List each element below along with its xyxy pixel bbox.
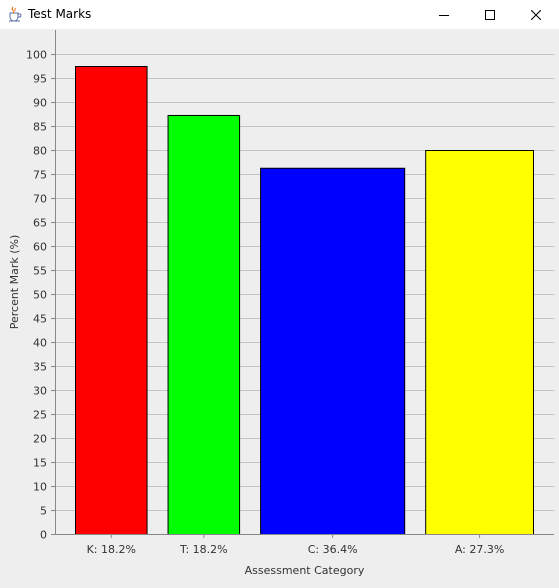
minimize-button[interactable]	[421, 0, 467, 29]
y-tick-label: 55	[33, 265, 47, 278]
axes	[55, 30, 554, 535]
bar	[425, 150, 535, 535]
window-title: Test Marks	[28, 7, 92, 21]
y-tick-label: 50	[33, 289, 47, 302]
y-tick-label: 65	[33, 217, 47, 230]
y-axis-label: Percent Mark (%)	[8, 235, 21, 330]
close-button[interactable]	[513, 0, 559, 29]
y-tick-label: 70	[33, 193, 47, 206]
y-tick-label: 80	[33, 145, 47, 158]
bar	[75, 66, 148, 535]
bar-chart: 0 5 10 15 20 25 30 35 40 45 50 55 60 65 70 75 80 85 90 95 10…	[8, 30, 554, 577]
chart-panel: 0 5 10 15 20 25 30 35 40 45 50 55 60 65 70 75 80 85 90 95 10…	[0, 29, 559, 588]
title-bar[interactable]: Test Marks	[0, 0, 559, 29]
x-tick-label: A: 27.3%	[455, 543, 504, 556]
x-tick-label: K: 18.2%	[87, 543, 136, 556]
y-tick-label: 40	[33, 337, 47, 350]
close-icon	[530, 5, 542, 24]
maximize-icon	[485, 5, 495, 24]
y-tick-label: 60	[33, 241, 47, 254]
maximize-button[interactable]	[467, 0, 513, 29]
y-tick-label: 35	[33, 361, 47, 374]
y-tick-label: 15	[33, 457, 47, 470]
y-tick-label: 75	[33, 169, 47, 182]
x-tick-label: T: 18.2%	[179, 543, 228, 556]
y-tick-label: 10	[33, 481, 47, 494]
bars	[75, 66, 535, 536]
y-tick-label: 5	[40, 505, 47, 518]
bar	[260, 167, 406, 535]
y-tick-label: 30	[33, 385, 47, 398]
y-tick-label: 95	[33, 73, 47, 86]
y-tick-label: 100	[26, 49, 47, 62]
y-tick-label: 90	[33, 97, 47, 110]
y-tick-label: 20	[33, 433, 47, 446]
y-tick-label: 25	[33, 409, 47, 422]
bar	[167, 114, 241, 536]
x-axis-label: Assessment Category	[245, 564, 365, 577]
x-tick-label: C: 36.4%	[308, 543, 358, 556]
y-axis-ticks: 0 5 10 15 20 25 30 35 40 45 50 55 60 65 70 75 80 85 90 95 10…	[26, 49, 55, 542]
minimize-icon	[439, 5, 449, 24]
x-axis-ticks: K: 18.2% T: 18.2% C: 36.4% A: 27.3%	[87, 534, 504, 556]
java-cup-icon	[8, 6, 22, 22]
y-tick-label: 0	[40, 529, 47, 542]
y-tick-label: 85	[33, 121, 47, 134]
y-tick-label: 45	[33, 313, 47, 326]
